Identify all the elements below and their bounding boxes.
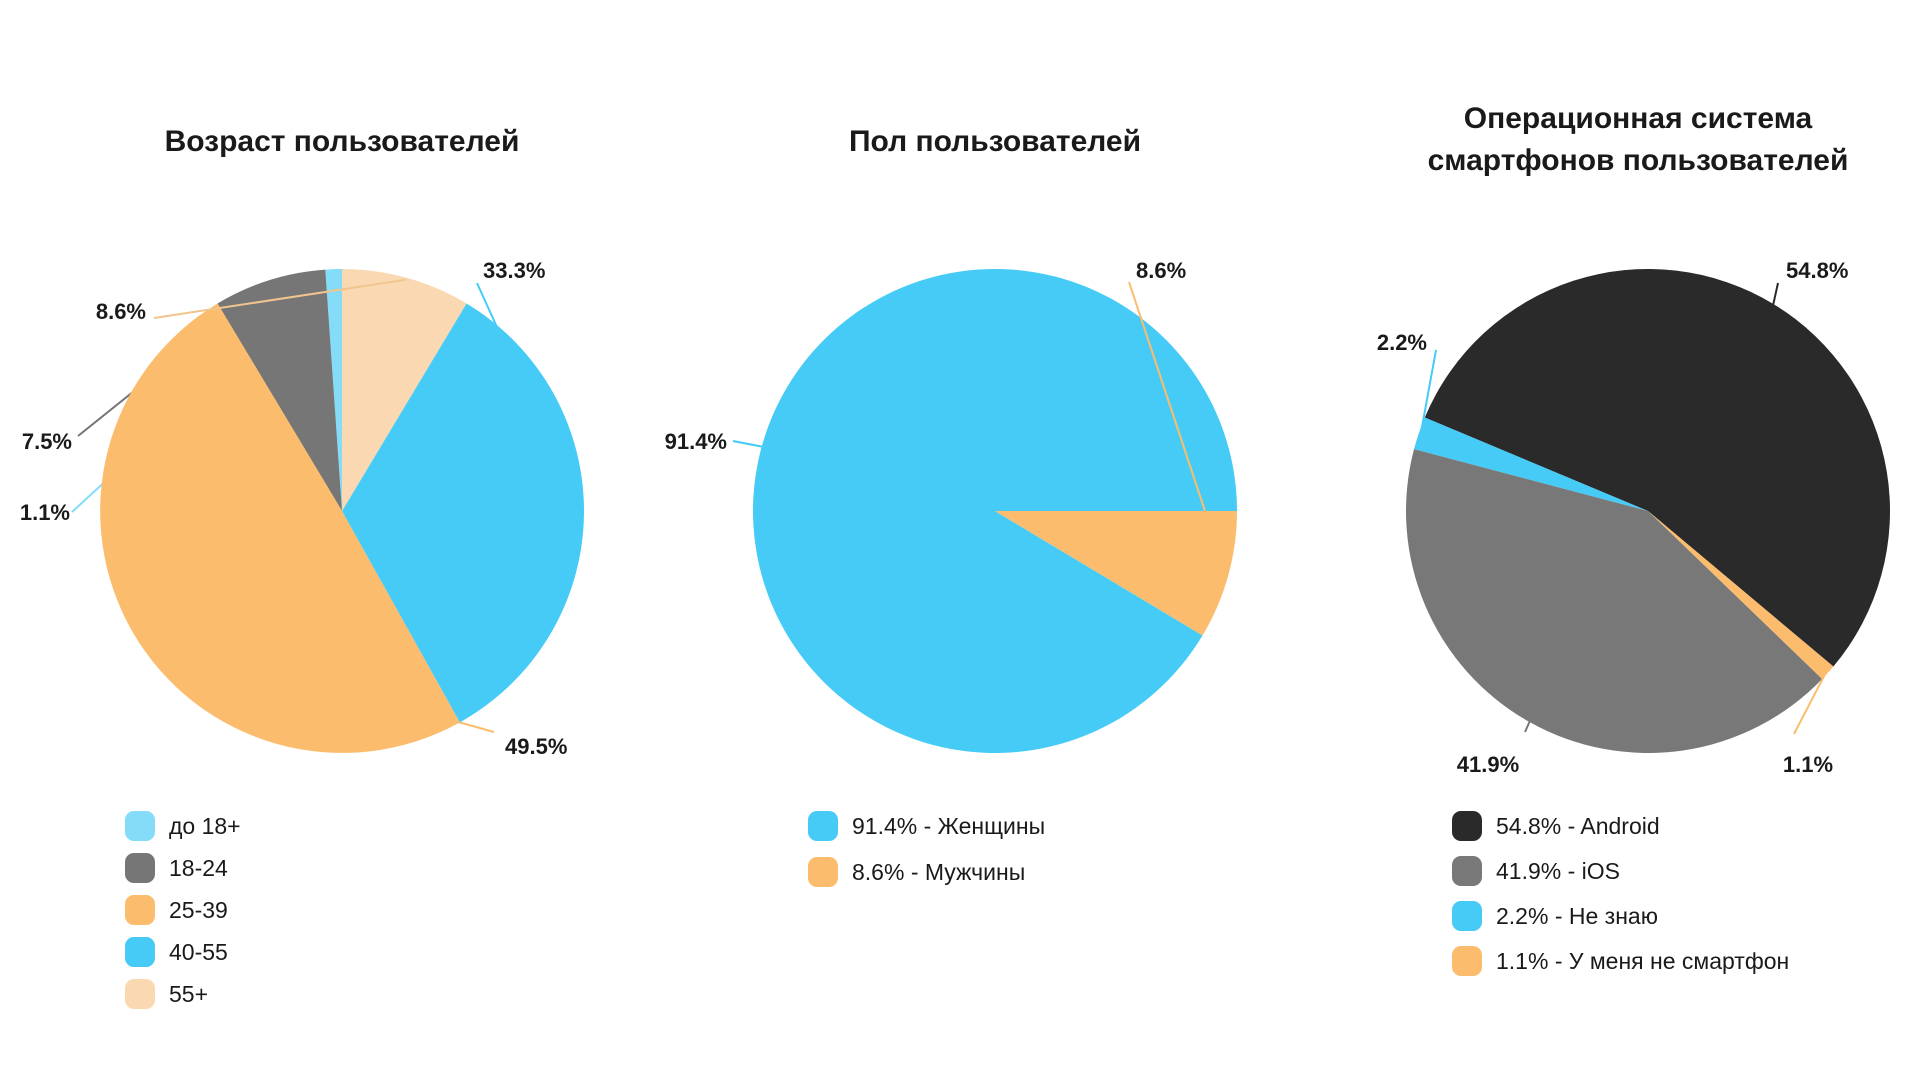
data-label-18-24: 7.5% [22, 429, 72, 454]
pie-slice-55 [342, 269, 467, 511]
legend-label: 1.1% - У меня не смартфон [1496, 948, 1789, 974]
data-label-не-знаю: 2.2% [1377, 330, 1427, 355]
legend-label: 8.6% - Мужчины [852, 859, 1025, 885]
legend-label: 55+ [169, 981, 208, 1007]
pie-chart-3: Операционная система смартфонов пользоват… [1377, 102, 1891, 976]
leader-line-android [1771, 282, 1779, 307]
leader-line-мужчины [1128, 281, 1228, 576]
legend-swatch [1452, 901, 1482, 931]
legend-label: 91.4% - Женщины [852, 813, 1045, 839]
leader-line-ios [1524, 719, 1532, 733]
pie-slice-мужчины [995, 511, 1237, 636]
legend-swatch [125, 937, 155, 967]
legend-swatch [125, 979, 155, 1009]
pie-chart-2: Пол пользователей 91.4% 8.6% 91.4% - Женщин… [665, 125, 1237, 887]
chart-title: Пол пользователей [849, 125, 1141, 158]
legend-label: 41.9% - iOS [1496, 858, 1620, 884]
legend-label: 2.2% - Не знаю [1496, 903, 1658, 929]
leader-line-55 [153, 278, 407, 319]
legend-swatch [808, 857, 838, 887]
pie-slice-не-знаю [1414, 417, 1648, 511]
legend-swatch [125, 895, 155, 925]
legend-swatch [1452, 856, 1482, 886]
data-label-до-18: 1.1% [20, 500, 70, 525]
pie-slice-женщины [752, 268, 1237, 753]
pie-slice-у-меня-не-смартфон [1648, 511, 1834, 679]
legend-label: 40-55 [169, 939, 228, 965]
leader-line-25-39 [134, 630, 495, 733]
pie-slice-до-18 [325, 269, 342, 511]
data-label-55: 8.6% [96, 299, 146, 324]
pie-slice-25-39 [100, 303, 460, 753]
legend-swatch [808, 811, 838, 841]
leader-line-40-55 [476, 282, 583, 516]
data-label-25-39: 49.5% [505, 734, 567, 759]
data-label-у-меня-не-смартфон: 1.1% [1783, 752, 1833, 777]
pie-slice-android [1424, 268, 1891, 667]
pie-slice-ios [1405, 449, 1823, 754]
chart-title: смартфонов пользователей [1428, 144, 1849, 177]
data-label-мужчины: 8.6% [1136, 258, 1186, 283]
data-label-ios: 41.9% [1457, 752, 1519, 777]
legend-label: 25-39 [169, 897, 228, 923]
legend-swatch [1452, 811, 1482, 841]
legend-label: 18-24 [169, 855, 228, 881]
chart-title: Операционная система [1464, 102, 1813, 135]
legend-swatch [125, 811, 155, 841]
legend-label: до 18+ [169, 813, 241, 839]
data-label-android: 54.8% [1786, 258, 1848, 283]
leader-line-женщины [732, 440, 764, 448]
chart-title: Возраст пользователей [165, 125, 520, 158]
legend-label: 54.8% - Android [1496, 813, 1660, 839]
leader-line-не-знаю [1419, 349, 1437, 434]
pie-slice-18-24 [217, 269, 342, 511]
legend-swatch [125, 853, 155, 883]
data-label-женщины: 91.4% [665, 429, 727, 454]
pie-chart-1: Возраст пользователей 1.1% 7.5% 49.5% 33.3% 8… [20, 125, 584, 1009]
legend-swatch [1452, 946, 1482, 976]
data-label-40-55: 33.3% [483, 258, 545, 283]
pie-slice-40-55 [342, 303, 584, 723]
leader-line-у-меня-не-смартфон [1793, 671, 1828, 735]
